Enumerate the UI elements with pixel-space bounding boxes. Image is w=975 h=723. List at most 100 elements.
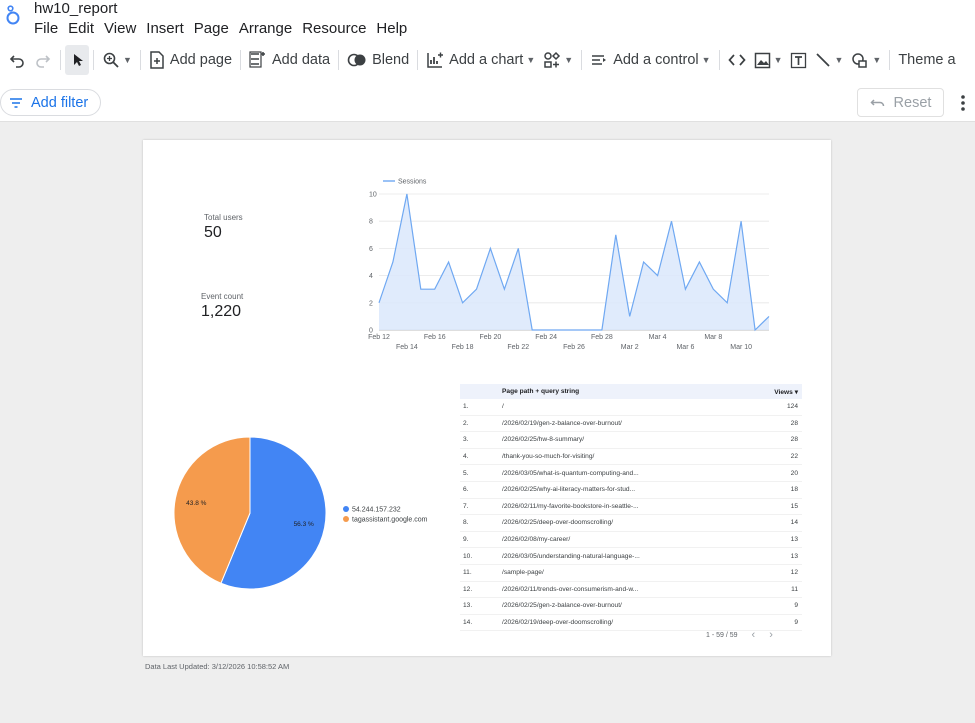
chevron-down-icon: ▼ [564,55,574,65]
toolbar: ▼ Add page Add data Blend Add a chart ▼ … [4,44,975,76]
reset-button[interactable]: Reset [857,88,944,117]
table-row[interactable]: 1. / 124 [460,399,802,416]
toolbar-divider [240,50,242,70]
table-cell-path: /2026/03/05/understanding-natural-langua… [502,552,640,560]
add-filter-button[interactable]: Add filter [0,89,102,116]
community-visualizations-button[interactable]: ▼ [539,45,577,75]
legend-label[interactable]: tagassistant.google.com [352,517,428,524]
menu-insert[interactable]: Insert [146,20,184,37]
table-cell-path: /2026/02/25/deep-over-doomscrolling/ [502,519,614,527]
table-cell-path: /2026/02/19/gen-z-balance-over-burnout/ [502,419,622,427]
table-cell-views: 12 [790,569,798,577]
column-header-views[interactable]: Views ▾ [762,388,802,396]
chevron-left-icon[interactable]: ‹ [751,629,756,641]
image-button[interactable]: ▼ [750,45,787,75]
embed-url-button[interactable] [724,45,750,75]
table-row[interactable]: 2. /2026/02/19/gen-z-balance-over-burnout… [460,416,802,433]
pie-slice[interactable] [173,436,251,584]
table-row[interactable]: 5. /2026/03/05/what-is-quantum-computing-… [460,465,802,482]
table-row[interactable]: 3. /2026/02/25/hw-8-summary/28 [460,432,802,449]
table-row[interactable]: 8. /2026/02/25/deep-over-doomscrolling/14 [460,515,802,532]
add-filter-label: Add filter [31,94,89,111]
zoom-icon [103,52,119,68]
table-row[interactable]: 10. /2026/03/05/understanding-natural-lan… [460,548,802,565]
menu-page[interactable]: Page [193,20,229,37]
table-cell-views: 15 [790,502,798,510]
cursor-arrow-icon [74,54,83,66]
scorecard-event-count[interactable]: Event count 1,220 [201,292,243,321]
blend-button[interactable]: Blend [343,45,413,75]
table-row[interactable]: 11. /sample-page/12 [460,565,802,582]
table-row[interactable]: 12. /2026/02/11/trends-over-consumerism-a… [460,582,802,599]
theme-and-layout-button[interactable]: Theme a [894,45,959,75]
y-tick-label: 10 [369,192,377,199]
chevron-down-icon: ▼ [773,55,783,65]
table-row[interactable]: 6. /2026/02/25/why-ai-literacy-matters-fo… [460,482,802,499]
table-cell-idx: 10. [463,552,473,560]
scorecard-total-users[interactable]: Total users 50 [204,213,243,242]
select-tool-button[interactable] [65,45,89,75]
menu-help[interactable]: Help [376,20,408,37]
menu-edit[interactable]: Edit [68,20,95,37]
menu-arrange[interactable]: Arrange [238,20,293,37]
pie-chart[interactable]: 56.3 % 43.8 % 54.244.157.232 tagassistant.g… [168,430,468,600]
table-header: Page path + query string Views ▾ [460,384,802,399]
table-cell-idx: 13. [463,602,473,610]
document-title[interactable]: hw10_report [34,0,118,17]
add-chart-button[interactable]: Add a chart ▼ [422,45,539,75]
reset-icon [869,98,884,106]
text-box-button[interactable] [786,45,811,75]
table-cell-path: /2026/02/25/hw-8-summary/ [502,436,585,444]
undo-button[interactable] [4,45,30,75]
shape-button[interactable]: ▼ [847,45,885,75]
column-header-page-path[interactable]: Page path + query string [502,388,580,395]
more-vert-icon[interactable] [957,92,969,114]
menu-bar: File Edit View Insert Page Arrange Resou… [34,20,417,38]
table-row[interactable]: 4. /thank-you-so-much-for-visiting/22 [460,449,802,466]
x-tick-label: Feb 18 [452,344,474,351]
y-tick-label: 4 [369,273,373,280]
sessions-time-series-chart[interactable]: 0 2 4 6 8 10 Feb 12 Feb 16 Feb 20 Feb 24 Feb 28 Mar… [363,172,773,357]
menu-file[interactable]: File [34,20,59,37]
shape-icon [852,52,868,68]
pie-slice[interactable] [220,436,327,590]
x-tick-label: Feb 26 [563,344,585,351]
menu-view[interactable]: View [104,20,137,37]
table-cell-views: 11 [791,585,798,593]
line-button[interactable]: ▼ [811,45,847,75]
x-tick-label: Feb 16 [424,334,446,341]
code-icon [727,54,746,66]
legend-label[interactable]: 54.244.157.232 [352,507,401,514]
add-data-button[interactable]: Add data [245,45,334,75]
add-page-button[interactable]: Add page [145,45,236,75]
x-tick-label: Feb 20 [480,334,502,341]
report-canvas: Total users 50 Event count 1,220 0 2 4 6 8 10… [143,140,831,656]
chevron-down-icon: ▼ [834,55,844,65]
toolbar-divider [93,50,94,70]
text-box-icon [791,52,807,68]
looker-studio-logo-icon[interactable] [4,4,22,26]
x-tick-label: Feb 22 [507,344,529,351]
add-control-button[interactable]: Add a control ▼ [586,45,714,75]
add-page-label: Add page [169,52,233,68]
views-header-label: Views [774,388,793,396]
add-chart-icon [427,52,444,68]
zoom-button[interactable]: ▼ [98,45,136,75]
add-control-label: Add a control [613,52,699,68]
legend-label-sessions[interactable]: Sessions [398,179,427,186]
table-cell-views: 28 [790,419,798,427]
line-icon [816,53,831,67]
redo-button[interactable] [30,45,56,75]
toolbar-divider [718,50,720,70]
table-cell-views: 9 [794,619,798,627]
table-row[interactable]: 9. /2026/02/08/my-career/13 [460,532,802,549]
chevron-right-icon[interactable]: › [769,629,773,641]
menu-resource[interactable]: Resource [302,20,367,37]
table-row[interactable]: 14. /2026/02/19/deep-over-doomscrolling/9 [460,615,802,632]
table-row[interactable]: 13. /2026/02/25/gen-z-balance-over-burnou… [460,598,802,615]
page-views-table[interactable]: Page path + query string Views ▾ 1. / 124 2… [460,384,802,632]
scorecard-value: 50 [204,224,222,241]
table-row[interactable]: 7. /2026/02/11/my-favorite-bookstore-in-s… [460,499,802,516]
toolbar-divider [581,50,583,70]
table-cell-path: /2026/02/25/why-ai-literacy-matters-for-… [502,486,636,494]
